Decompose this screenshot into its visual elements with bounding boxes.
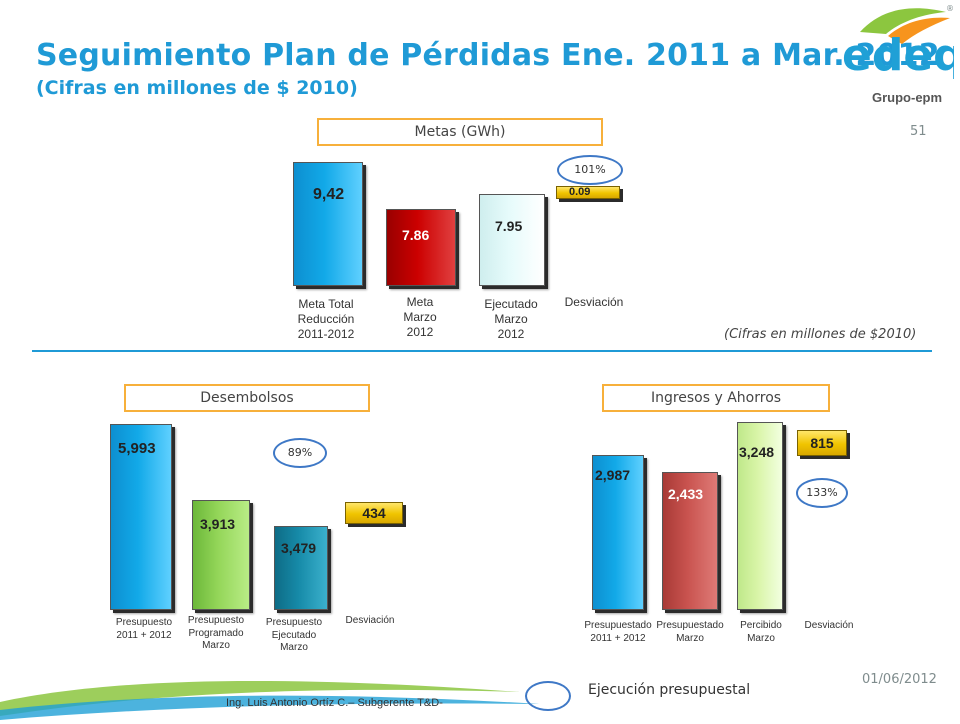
ingresos-bar-presupuestado-total [592, 455, 644, 610]
ingresos-bar-presupuestado-marzo [662, 472, 718, 610]
desembolsos-execution-oval: 89% [273, 438, 327, 468]
ingresos-execution-oval: 133% [796, 478, 848, 508]
desembolsos-cat-line: Presupuesto [265, 617, 323, 628]
ingresos-cat-line: Percibido [740, 620, 782, 631]
desembolsos-cat-desviacion: Desviación [345, 615, 395, 626]
desembolsos-box-label: Desembolsos [124, 384, 370, 412]
grupo-epm-label: Grupo-epm [872, 90, 943, 105]
metas-bar-meta-total [293, 162, 363, 286]
desembolsos-cat-presupuesto: Presupuesto 2011 + 2012 [98, 617, 190, 642]
ingresos-cat-line: Presupuestado [584, 620, 652, 631]
metas-cat-line: Meta [406, 295, 434, 309]
footer-swoosh [0, 658, 560, 720]
metas-bar-ejecutado [479, 194, 545, 286]
ingresos-cat-line: Presupuestado [656, 620, 724, 631]
metas-bar-label-ejecutado: 7.95 [495, 218, 523, 234]
desembolsos-bar-ejecutado [274, 526, 328, 610]
ingresos-cat-presupuestado-marzo: Presupuestado Marzo [646, 620, 734, 645]
ingresos-cat-percibido: Percibido Marzo [728, 620, 794, 645]
metas-cat-line: 2012 [406, 325, 434, 339]
metas-bar-label-meta-marzo: 7.86 [402, 227, 430, 243]
footer-author: Ing. Luis Antonio Ortíz C.– Subgerente T… [226, 697, 443, 709]
ingresos-cat-desviacion: Desviación [804, 620, 854, 631]
desembolsos-bar-label-presupuesto: 5,993 [118, 440, 156, 457]
page-subtitle: (Cifras en millones de $ 2010) [36, 77, 358, 99]
ingresos-bar-label-presupuestado-total: 2,987 [595, 467, 631, 483]
metas-cat-line: Marzo [403, 310, 437, 324]
metas-execution-pct: 101% [574, 163, 606, 176]
desembolsos-cat-ejecutado: Presupuesto Ejecutado Marzo [252, 617, 336, 655]
metas-bar-meta-marzo [386, 209, 456, 286]
ingresos-bar-percibido [737, 422, 783, 610]
ingresos-bar-label-percibido: 3,248 [739, 444, 775, 460]
metas-cat-line: Meta Total [298, 297, 354, 311]
metas-cat-meta-marzo: Meta Marzo 2012 [375, 295, 465, 340]
metas-bar-label-meta-total: 9,42 [313, 186, 345, 203]
footer-date: 01/06/2012 [862, 672, 937, 687]
metas-deviation-value: 0.09 [569, 186, 591, 198]
ingresos-cat-presupuestado-total: Presupuestado 2011 + 2012 [568, 620, 668, 645]
legend-label: Ejecución presupuestal [588, 682, 751, 698]
svg-text:edeq: edeq [842, 30, 954, 81]
ingresos-box-label: Ingresos y Ahorros [602, 384, 830, 412]
metas-cat-line: Marzo [494, 312, 528, 326]
ingresos-cat-line: Marzo [747, 632, 775, 644]
page-title: Seguimiento Plan de Pérdidas Ene. 2011 a… [36, 38, 940, 73]
metas-deviation-bar: 0.09 [556, 186, 620, 199]
cifras-note: (Cifras en millones de $2010) [724, 327, 917, 342]
desembolsos-bar-label-programado: 3,913 [200, 516, 236, 532]
registered-mark: ® [946, 4, 954, 13]
metas-cat-line: 2011-2012 [297, 327, 355, 341]
desembolsos-deviation-bar: 434 [345, 502, 403, 524]
metas-cat-line: Reducción [297, 312, 355, 326]
metas-execution-oval: 101% [557, 155, 623, 185]
desembolsos-cat-line: Ejecutado [271, 629, 317, 641]
desembolsos-bar-presupuesto [110, 424, 172, 610]
metas-box-label: Metas (GWh) [317, 118, 603, 146]
legend-oval-icon [525, 681, 571, 711]
desembolsos-cat-line: Marzo [202, 640, 230, 651]
edeq-logo: edeq ® Grupo-epm [842, 4, 960, 114]
desembolsos-cat-line: Programado [188, 627, 244, 639]
ingresos-execution-pct: 133% [806, 486, 838, 499]
ingresos-deviation-value: 815 [810, 435, 834, 451]
desembolsos-cat-line: Presupuesto [115, 617, 173, 628]
metas-cat-meta-total: Meta Total Reducción 2011-2012 [276, 297, 376, 342]
desembolsos-deviation-value: 434 [362, 505, 386, 521]
page-number: 51 [910, 124, 927, 139]
desembolsos-bar-label-ejecutado: 3,479 [281, 540, 317, 556]
desembolsos-cat-programado: Presupuesto Programado Marzo [174, 615, 258, 653]
desembolsos-execution-pct: 89% [287, 446, 313, 459]
desembolsos-cat-line: Presupuesto [187, 615, 245, 626]
section-divider [32, 350, 932, 352]
metas-cat-desviacion: Desviación [564, 295, 624, 309]
ingresos-deviation-bar: 815 [797, 430, 847, 456]
desembolsos-cat-line: Marzo [280, 642, 308, 653]
metas-cat-line: 2012 [497, 327, 525, 341]
ingresos-bar-label-presupuestado-marzo: 2,433 [668, 486, 704, 502]
metas-cat-line: Ejecutado [484, 297, 538, 311]
desembolsos-cat-line: 2011 + 2012 [116, 629, 172, 641]
ingresos-cat-line: 2011 + 2012 [590, 632, 646, 644]
ingresos-cat-line: Marzo [676, 632, 704, 644]
metas-cat-ejecutado: Ejecutado Marzo 2012 [466, 297, 556, 342]
desembolsos-bar-programado [192, 500, 250, 610]
